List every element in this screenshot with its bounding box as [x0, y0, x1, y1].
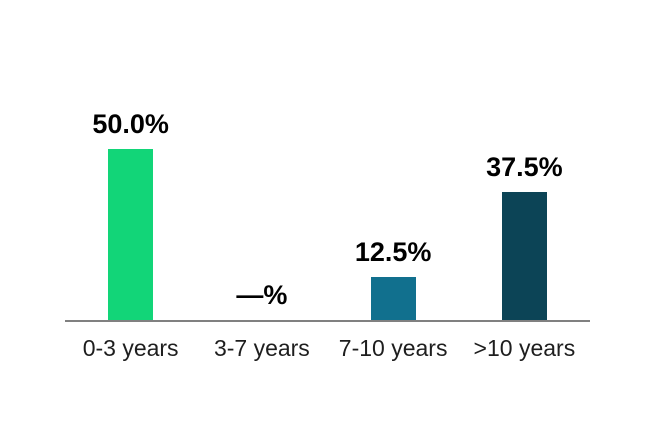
- bar: [370, 277, 416, 320]
- value-label: 50.0%: [92, 109, 169, 139]
- x-axis-line: [65, 320, 590, 322]
- category-label: >10 years: [473, 335, 576, 361]
- value-label: 37.5%: [486, 152, 563, 182]
- category-label: 0-3 years: [82, 335, 179, 361]
- plot-area: 50.0% —% 12.5% 37.5%: [65, 0, 590, 320]
- category-axis: 0-3 years 3-7 years 7-10 years >10 years: [65, 334, 590, 364]
- bar-slot: 12.5%: [328, 0, 459, 320]
- bar: [108, 149, 154, 320]
- bar-slot: 50.0%: [65, 0, 196, 320]
- value-label: 12.5%: [354, 237, 432, 267]
- bar-slot: 37.5%: [459, 0, 590, 320]
- bar: [501, 192, 547, 320]
- value-label: —%: [236, 280, 288, 310]
- bar-slot: —%: [196, 0, 327, 320]
- category-label: 7-10 years: [338, 335, 448, 361]
- category-label: 3-7 years: [213, 335, 310, 361]
